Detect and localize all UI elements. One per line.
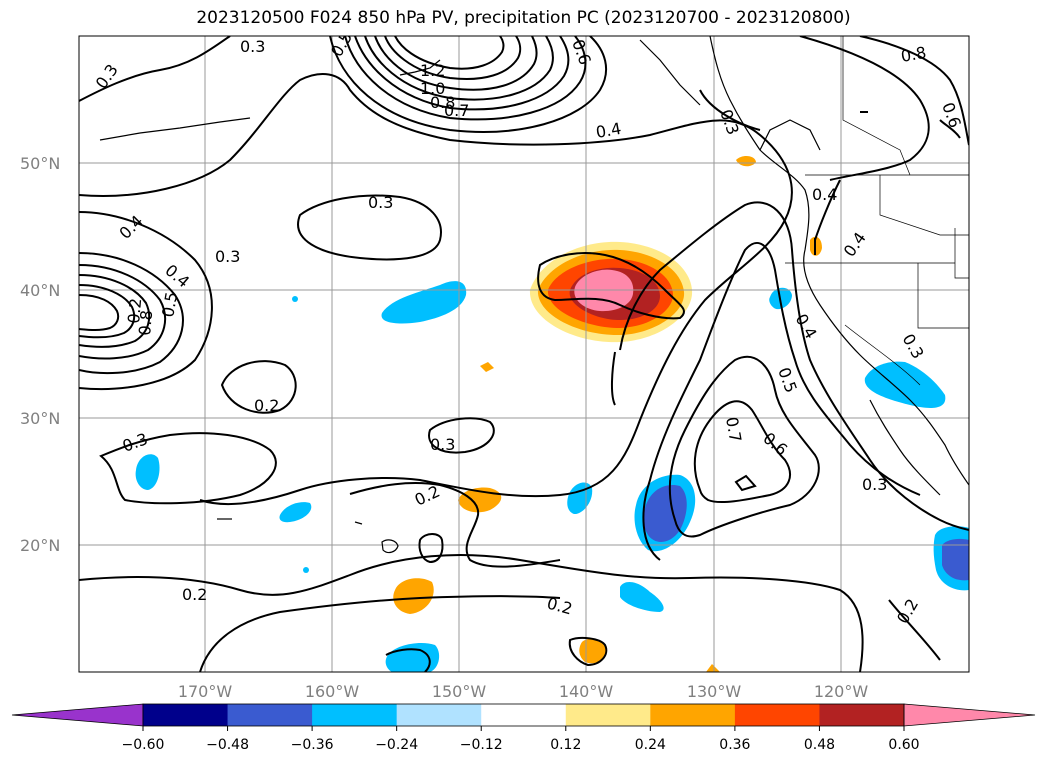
contour-label: 0.7 bbox=[722, 415, 745, 443]
contour-label: 0.8 bbox=[899, 43, 927, 66]
contour-label: 1.0 bbox=[420, 79, 445, 98]
precip-negative-area bbox=[135, 454, 160, 490]
colorbar-segment bbox=[734, 704, 820, 726]
colorbar-segment bbox=[396, 704, 482, 726]
contour-label: 0.7 bbox=[444, 101, 469, 120]
map-background bbox=[79, 36, 969, 672]
colorbar-segment bbox=[143, 704, 229, 726]
map-frame bbox=[78, 35, 970, 673]
contour-label: 0.8 bbox=[135, 309, 156, 336]
precip-shading bbox=[135, 156, 969, 672]
colorbar-tick-label: −0.36 bbox=[291, 737, 334, 753]
lat-label: 50°N bbox=[20, 154, 60, 173]
colorbar-tick-label: 0.60 bbox=[888, 737, 919, 753]
colorbar-tick-label: −0.48 bbox=[206, 737, 249, 753]
colorbar-tick-label: −0.60 bbox=[122, 737, 165, 753]
contour-label: 0.4 bbox=[594, 119, 622, 142]
lon-label: 130°W bbox=[687, 682, 742, 701]
precip-positive-area bbox=[393, 578, 434, 614]
contour-label: 0.2 bbox=[182, 585, 207, 604]
precip-negative-area bbox=[303, 567, 309, 573]
lon-label: 120°W bbox=[814, 682, 869, 701]
precip-negative-area bbox=[381, 281, 467, 324]
colorbar-tick-label: 0.48 bbox=[804, 737, 835, 753]
colorbar-tick-label: −0.24 bbox=[375, 737, 418, 753]
latitude-labels: 50°N 40°N 30°N 20°N bbox=[20, 154, 60, 555]
precip-negative-area bbox=[292, 296, 298, 302]
colorbar-tick-label: 0.36 bbox=[719, 737, 750, 753]
precip-negative-area bbox=[643, 484, 687, 542]
precip-negative-area bbox=[864, 361, 946, 408]
contour-label: 0.2 bbox=[254, 396, 279, 415]
precip-negative-area bbox=[942, 538, 969, 581]
precip-negative-area bbox=[620, 581, 664, 612]
lon-label: 140°W bbox=[559, 682, 614, 701]
colorbar-frame bbox=[142, 703, 905, 727]
precip-negative-area bbox=[279, 502, 312, 523]
colorbar-tick-label: 0.12 bbox=[550, 737, 581, 753]
contour-label: 1.2 bbox=[420, 61, 445, 80]
contour-label: 0.8 bbox=[430, 93, 455, 112]
colorbar-segment bbox=[481, 704, 567, 726]
map-title: 2023120500 F024 850 hPa PV, precipitatio… bbox=[196, 8, 851, 28]
contour-label: 0.3 bbox=[215, 247, 240, 266]
pv-contours bbox=[79, 36, 969, 672]
lat-label: 20°N bbox=[20, 536, 60, 555]
precip-positive-area bbox=[480, 362, 494, 372]
contour-label: 0.2 bbox=[124, 297, 145, 324]
lat-label: 30°N bbox=[20, 409, 60, 428]
contour-label: 0.3 bbox=[430, 435, 455, 454]
contour-label: 0.3 bbox=[862, 475, 887, 494]
colorbar-segment bbox=[650, 704, 736, 726]
colorbar-tick-label: 0.24 bbox=[635, 737, 666, 753]
longitude-labels: 170°W 160°W 150°W 140°W 130°W 120°W bbox=[178, 682, 869, 701]
colorbar-segment bbox=[565, 704, 651, 726]
colorbar: −0.60 −0.48 −0.36 −0.24 −0.12 0.12 0.24 0.36 0.4… bbox=[11, 703, 1036, 753]
lon-label: 170°W bbox=[178, 682, 233, 701]
lon-label: 160°W bbox=[305, 682, 360, 701]
contour-label: 0.3 bbox=[240, 37, 265, 56]
contour-label: 0.4 bbox=[812, 185, 837, 204]
lon-label: 150°W bbox=[432, 682, 487, 701]
colorbar-segment bbox=[819, 704, 905, 726]
precip-positive-area bbox=[706, 664, 720, 672]
colorbar-extend-min bbox=[11, 703, 144, 727]
lat-label: 40°N bbox=[20, 281, 60, 300]
colorbar-segment bbox=[312, 704, 398, 726]
colorbar-tick-label: −0.12 bbox=[460, 737, 503, 753]
contour-label: 0.3 bbox=[368, 193, 393, 212]
precip-positive-area bbox=[736, 156, 756, 167]
colorbar-segment bbox=[227, 704, 313, 726]
contour-label: 0.5 bbox=[158, 290, 181, 318]
colorbar-extend-max bbox=[903, 703, 1036, 727]
